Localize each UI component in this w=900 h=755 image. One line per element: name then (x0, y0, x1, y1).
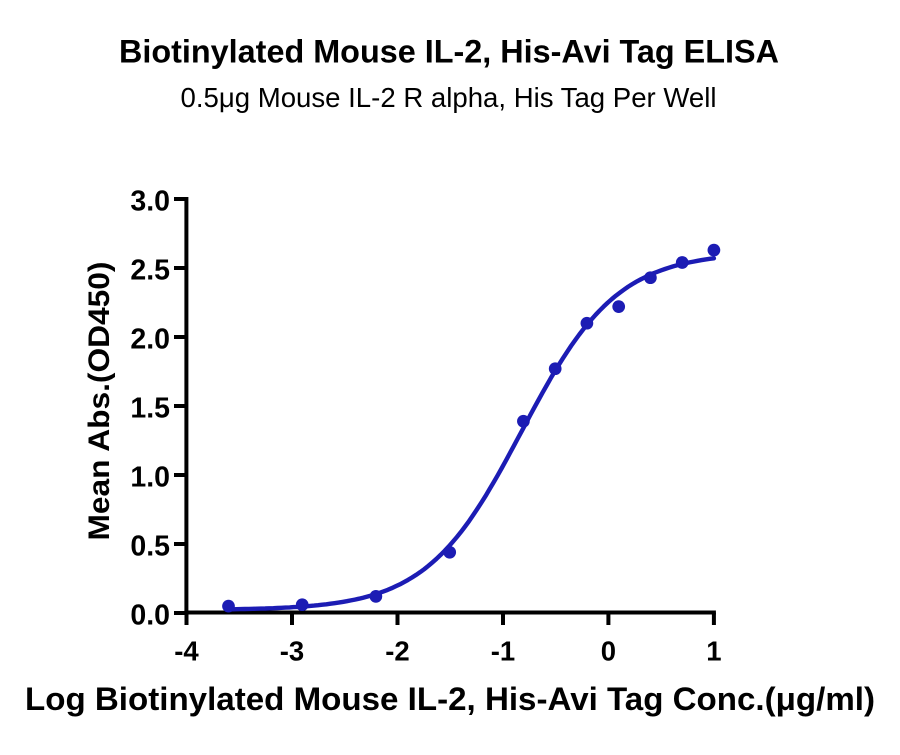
svg-text:1.5: 1.5 (130, 393, 170, 425)
svg-text:0.5μg Mouse IL-2 R alpha, His: 0.5μg Mouse IL-2 R alpha, His Tag Per We… (181, 82, 717, 113)
svg-text:-1: -1 (491, 635, 515, 666)
svg-text:-3: -3 (280, 635, 304, 666)
svg-text:-4: -4 (174, 635, 199, 666)
svg-text:Biotinylated Mouse IL-2, His-A: Biotinylated Mouse IL-2, His-Avi Tag ELI… (119, 34, 779, 70)
svg-text:0: 0 (601, 635, 616, 666)
svg-text:2.5: 2.5 (130, 255, 170, 287)
svg-text:1: 1 (706, 635, 721, 666)
svg-text:1.0: 1.0 (130, 462, 170, 494)
svg-text:Log Biotinylated Mouse IL-2, H: Log Biotinylated Mouse IL-2, His-Avi Tag… (25, 681, 875, 717)
svg-text:Mean Abs.(OD450): Mean Abs.(OD450) (83, 262, 116, 541)
svg-text:2.0: 2.0 (130, 324, 170, 356)
svg-text:3.0: 3.0 (130, 186, 170, 218)
svg-text:0.0: 0.0 (130, 600, 170, 632)
svg-text:-2: -2 (385, 635, 409, 666)
svg-text:0.5: 0.5 (130, 531, 170, 563)
